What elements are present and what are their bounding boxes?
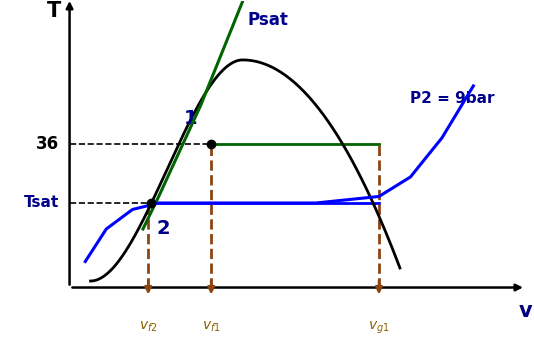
- Text: P2 = 9bar: P2 = 9bar: [411, 92, 495, 106]
- Text: 1: 1: [183, 109, 197, 128]
- Text: T: T: [46, 1, 61, 21]
- Text: Tsat: Tsat: [24, 196, 59, 211]
- Text: Psat: Psat: [248, 11, 289, 29]
- Text: $v_{f1}$: $v_{f1}$: [202, 320, 221, 335]
- Text: $v_{f2}$: $v_{f2}$: [139, 320, 158, 335]
- Text: v: v: [519, 300, 532, 320]
- Text: 2: 2: [156, 219, 170, 238]
- Text: $v_{g1}$: $v_{g1}$: [368, 320, 390, 336]
- Text: 36: 36: [36, 136, 59, 154]
